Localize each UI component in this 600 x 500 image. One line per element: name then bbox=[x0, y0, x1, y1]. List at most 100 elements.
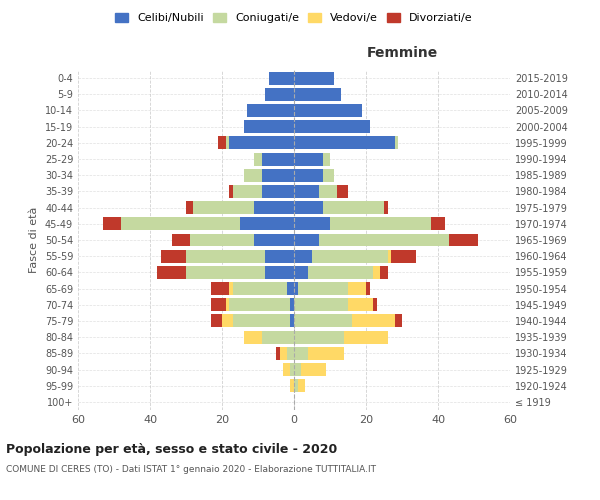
Bar bbox=[254, 201, 294, 214]
Bar bbox=[294, 363, 301, 376]
Bar bbox=[337, 185, 348, 198]
Bar bbox=[211, 282, 229, 295]
Bar bbox=[294, 72, 334, 85]
Bar bbox=[103, 218, 121, 230]
Bar bbox=[226, 136, 229, 149]
Bar bbox=[384, 201, 388, 214]
Bar bbox=[380, 266, 388, 279]
Bar bbox=[229, 282, 233, 295]
Bar bbox=[161, 250, 186, 262]
Bar bbox=[323, 152, 330, 166]
Bar bbox=[348, 282, 366, 295]
Bar bbox=[298, 379, 305, 392]
Bar bbox=[186, 201, 193, 214]
Bar bbox=[190, 234, 254, 246]
Text: Popolazione per età, sesso e stato civile - 2020: Popolazione per età, sesso e stato civil… bbox=[6, 442, 337, 456]
Bar bbox=[391, 250, 416, 262]
Bar bbox=[157, 266, 186, 279]
Bar bbox=[298, 282, 348, 295]
Bar bbox=[294, 250, 312, 262]
Bar bbox=[211, 314, 222, 328]
Bar bbox=[229, 185, 233, 198]
Bar bbox=[294, 120, 370, 133]
Bar bbox=[294, 185, 319, 198]
Bar bbox=[226, 298, 229, 311]
Bar bbox=[294, 347, 308, 360]
Bar bbox=[294, 218, 330, 230]
Bar bbox=[244, 330, 262, 344]
Bar bbox=[233, 314, 290, 328]
Bar bbox=[211, 298, 226, 311]
Bar bbox=[222, 314, 233, 328]
Bar bbox=[262, 152, 294, 166]
Bar bbox=[294, 152, 323, 166]
Bar bbox=[308, 347, 344, 360]
Bar bbox=[330, 218, 431, 230]
Bar bbox=[262, 185, 294, 198]
Bar bbox=[294, 104, 362, 117]
Bar bbox=[312, 250, 388, 262]
Bar bbox=[301, 363, 326, 376]
Bar bbox=[323, 169, 334, 181]
Bar bbox=[247, 104, 294, 117]
Bar bbox=[395, 314, 402, 328]
Bar bbox=[319, 185, 337, 198]
Bar bbox=[262, 169, 294, 181]
Bar bbox=[265, 266, 294, 279]
Bar bbox=[218, 136, 226, 149]
Bar bbox=[449, 234, 478, 246]
Bar bbox=[290, 314, 294, 328]
Bar bbox=[373, 298, 377, 311]
Bar bbox=[395, 136, 398, 149]
Bar bbox=[265, 250, 294, 262]
Bar bbox=[287, 282, 294, 295]
Bar bbox=[290, 298, 294, 311]
Bar bbox=[244, 169, 262, 181]
Bar bbox=[240, 218, 294, 230]
Bar bbox=[229, 136, 294, 149]
Bar bbox=[193, 201, 254, 214]
Bar bbox=[254, 234, 294, 246]
Bar bbox=[352, 314, 395, 328]
Bar bbox=[262, 330, 294, 344]
Bar bbox=[294, 330, 344, 344]
Bar bbox=[290, 363, 294, 376]
Bar bbox=[276, 347, 280, 360]
Bar bbox=[319, 234, 449, 246]
Legend: Celibi/Nubili, Coniugati/e, Vedovi/e, Divorziati/e: Celibi/Nubili, Coniugati/e, Vedovi/e, Di… bbox=[111, 8, 477, 28]
Bar bbox=[233, 282, 287, 295]
Bar bbox=[294, 201, 323, 214]
Bar bbox=[269, 72, 294, 85]
Bar bbox=[265, 88, 294, 101]
Bar bbox=[308, 266, 373, 279]
Bar bbox=[186, 266, 265, 279]
Bar bbox=[229, 298, 290, 311]
Text: COMUNE DI CERES (TO) - Dati ISTAT 1° gennaio 2020 - Elaborazione TUTTITALIA.IT: COMUNE DI CERES (TO) - Dati ISTAT 1° gen… bbox=[6, 465, 376, 474]
Bar bbox=[373, 266, 380, 279]
Bar bbox=[294, 88, 341, 101]
Bar bbox=[294, 379, 298, 392]
Bar bbox=[233, 185, 262, 198]
Bar bbox=[294, 234, 319, 246]
Text: Femmine: Femmine bbox=[367, 46, 437, 60]
Bar bbox=[283, 363, 290, 376]
Bar bbox=[294, 266, 308, 279]
Bar bbox=[172, 234, 190, 246]
Bar bbox=[121, 218, 240, 230]
Bar bbox=[294, 169, 323, 181]
Bar bbox=[280, 347, 287, 360]
Bar bbox=[294, 136, 395, 149]
Bar bbox=[431, 218, 445, 230]
Bar bbox=[388, 250, 391, 262]
Bar bbox=[344, 330, 388, 344]
Bar bbox=[287, 347, 294, 360]
Y-axis label: Fasce di età: Fasce di età bbox=[29, 207, 39, 273]
Bar bbox=[323, 201, 384, 214]
Bar bbox=[294, 314, 352, 328]
Bar bbox=[294, 282, 298, 295]
Bar bbox=[254, 152, 262, 166]
Bar bbox=[290, 379, 294, 392]
Bar bbox=[244, 120, 294, 133]
Bar bbox=[366, 282, 370, 295]
Bar bbox=[348, 298, 373, 311]
